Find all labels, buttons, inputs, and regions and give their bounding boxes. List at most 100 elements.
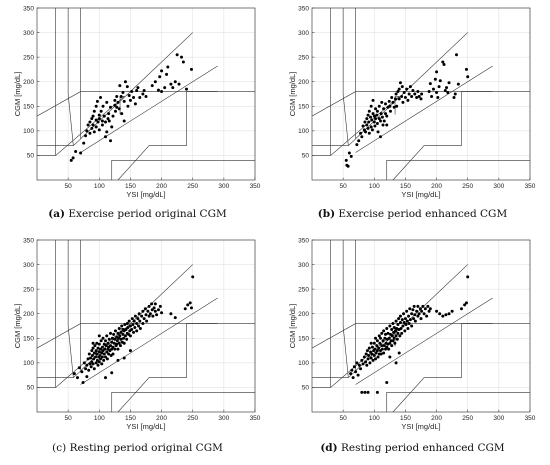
zone-boundary-line [312,8,356,117]
data-point [135,89,139,93]
data-point [116,100,120,104]
x-tick-label: 250 [187,415,198,422]
x-tick-label: 50 [65,415,73,422]
data-point [347,151,351,155]
data-point [399,326,403,330]
data-point [122,356,126,360]
data-point [388,324,392,328]
data-point [119,337,123,341]
data-point [364,360,368,364]
data-point [177,82,181,86]
zone-boundary-line [37,96,126,156]
data-point [113,347,117,351]
data-point [367,109,371,113]
data-point [188,301,192,305]
data-point [91,362,95,366]
data-point [111,352,115,356]
x-tick-label: 300 [493,415,504,422]
data-point [123,323,127,327]
data-point [90,353,94,357]
data-point [105,334,109,338]
data-point [377,104,381,108]
data-point [456,82,460,86]
data-point [113,337,117,341]
data-point [79,151,83,155]
data-point [423,307,427,311]
data-point [355,143,359,147]
zone-boundary-line [37,91,218,146]
data-point [403,329,407,333]
data-point [160,90,164,94]
data-point [417,94,421,98]
data-point [369,115,373,119]
x-tick-label: 300 [218,415,229,422]
data-point [100,345,104,349]
data-point [385,114,389,118]
data-point [400,318,404,322]
data-point [372,353,376,357]
data-point [366,126,370,130]
x-tick-label: 100 [94,183,105,190]
data-point [441,60,445,64]
y-tick-label: 50 [302,153,310,160]
data-point [384,102,387,106]
data-point [100,355,104,359]
data-point [97,113,101,117]
axes-frame [311,239,531,413]
data-point [344,158,348,162]
data-point [85,363,89,367]
data-point [391,322,395,326]
data-point [369,125,373,129]
zone-boundary-line [355,297,493,385]
y-tick-label: 50 [302,385,310,392]
data-point [183,307,187,311]
data-point [106,341,110,345]
data-point [107,337,111,341]
data-point [411,308,415,312]
data-point [124,327,128,331]
data-point [397,317,401,321]
data-point [402,91,406,95]
data-point [130,317,134,321]
data-point [98,353,102,357]
x-tick-label: 150 [125,415,136,422]
x-axis-label: YSI [mg/dL] [401,422,440,431]
data-point [169,312,173,316]
data-point [94,355,98,359]
data-point [387,336,391,340]
data-point [147,304,151,308]
x-tick-label: 250 [462,183,473,190]
data-point [388,104,392,108]
data-point [410,324,414,328]
zone-boundary-line [392,91,530,180]
data-point [438,79,442,83]
scatter-plot-d: 50 100 150 200 250 300 350 50 100 150 200 250 300 350… [288,237,536,431]
data-point [138,95,142,99]
data-point [383,336,387,340]
data-point [189,67,193,71]
data-point [119,94,123,98]
caption-text: Exercise period original CGM [68,208,227,220]
data-point [351,376,355,380]
y-tick-label: 200 [23,79,34,86]
data-point [362,355,366,359]
data-point [169,82,173,86]
data-point [401,324,405,328]
data-point [375,344,379,348]
y-tick-label: 150 [298,104,309,111]
data-point [398,81,402,85]
data-point [117,326,121,330]
y-tick-label: 100 [298,360,309,367]
x-tick-label: 350 [525,415,536,422]
data-point [360,135,364,139]
data-point [130,90,134,94]
data-point [88,120,92,124]
data-point [379,352,383,356]
data-point [80,370,84,374]
data-point [403,95,407,99]
data-point [120,112,124,116]
data-point [445,86,449,90]
data-point [410,94,414,98]
scatter-plot-b: 50 100 150 200 250 300 350 50 100 150 200 250 300 350… [288,5,536,199]
data-point [113,98,117,102]
